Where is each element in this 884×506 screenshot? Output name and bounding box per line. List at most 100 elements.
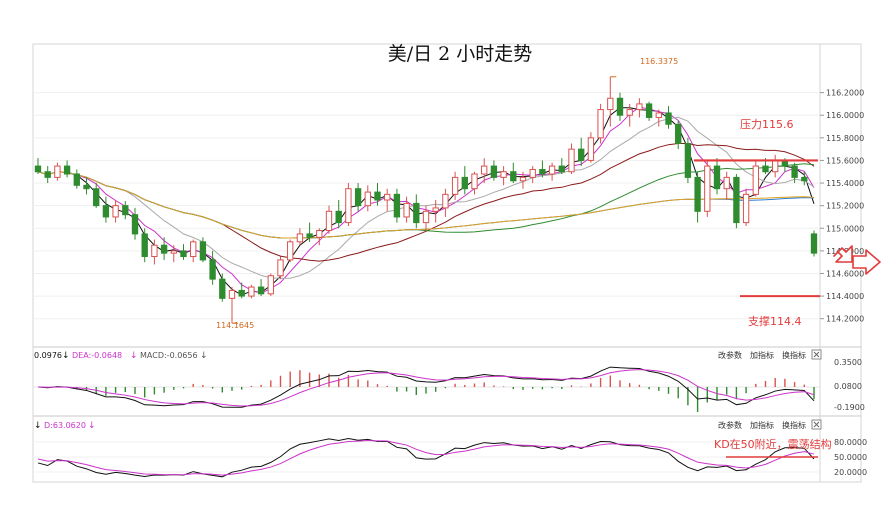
candle xyxy=(422,205,430,231)
chart-frame xyxy=(32,43,862,483)
candle-body xyxy=(316,230,323,238)
candle-body xyxy=(199,241,207,261)
candle xyxy=(510,162,517,184)
macd-close-icon[interactable] xyxy=(811,349,822,360)
down-arrow-icon: ↓ xyxy=(34,421,42,431)
macd-edit-params-button[interactable]: 改参数 xyxy=(718,350,742,360)
candle xyxy=(335,200,342,229)
candle xyxy=(296,228,304,246)
candle-body xyxy=(190,241,197,258)
candle xyxy=(34,158,42,174)
candle-body xyxy=(791,165,798,178)
price-tick-label: 115.8000 xyxy=(826,134,864,143)
candle xyxy=(325,205,333,234)
price-tick-label: 115.4000 xyxy=(826,179,864,188)
candle xyxy=(733,174,740,229)
candle-body xyxy=(578,148,585,161)
candle-body xyxy=(354,188,362,207)
candle xyxy=(209,250,216,285)
candle xyxy=(645,101,653,121)
candle-body xyxy=(267,275,274,295)
kd-pane: 80.0000 50.0000 20.0000 xyxy=(33,437,867,478)
candle-body xyxy=(277,259,284,277)
candle-body xyxy=(432,207,439,212)
candle-body xyxy=(238,289,245,297)
candle xyxy=(403,196,410,223)
candle xyxy=(704,160,711,217)
candle-body xyxy=(733,176,740,224)
kd-d-value: D:63.0620 xyxy=(44,421,86,430)
price-tick-label: 115.0000 xyxy=(826,224,864,233)
candle-body xyxy=(626,109,633,116)
candle-body xyxy=(413,202,420,224)
macd-histogram-value: MACD:-0.0656 xyxy=(140,351,198,360)
candle-body xyxy=(325,210,333,232)
candle-body xyxy=(287,241,294,261)
candle xyxy=(636,98,643,118)
macd-tick-label: 0.3500 xyxy=(834,358,862,367)
candle-body xyxy=(529,168,536,178)
candle-body xyxy=(122,205,129,216)
kd-switch-indicator-button[interactable]: 换指标 xyxy=(782,420,806,430)
candle-body xyxy=(131,214,139,235)
candle-body xyxy=(539,168,546,175)
candle-body xyxy=(461,176,468,190)
candle xyxy=(626,103,633,127)
chart-title: 美/日 2 小时走势 xyxy=(388,43,533,65)
candle xyxy=(364,185,371,212)
kd-close-icon[interactable] xyxy=(811,419,822,430)
candle-body xyxy=(500,171,507,178)
candle xyxy=(558,158,565,174)
down-right-arrow-icon xyxy=(833,245,853,263)
candle xyxy=(257,279,265,297)
macd-switch-indicator-button[interactable]: 换指标 xyxy=(782,350,806,360)
candle xyxy=(597,103,604,144)
kd-note: KD在50附近，震荡结构 xyxy=(714,437,832,451)
candle-body xyxy=(548,165,556,175)
candle xyxy=(277,256,284,280)
price-tick-label: 115.6000 xyxy=(826,156,864,165)
candle-body xyxy=(442,193,449,209)
candle xyxy=(122,201,129,220)
candle-body xyxy=(490,165,498,178)
candle-body xyxy=(451,176,459,195)
candle xyxy=(451,171,459,200)
candle-body xyxy=(393,193,401,218)
candle-body xyxy=(636,103,643,111)
kd-edit-params-button[interactable]: 改参数 xyxy=(718,420,742,430)
candle xyxy=(548,162,556,181)
candle xyxy=(519,171,527,189)
candle xyxy=(228,287,236,324)
candle xyxy=(151,239,158,265)
candle-body xyxy=(801,176,808,182)
candle-body xyxy=(723,176,730,190)
candle xyxy=(131,207,139,240)
candle-body xyxy=(684,142,692,178)
candle xyxy=(471,171,478,195)
macd-value: 0.0976 xyxy=(34,351,62,360)
candle xyxy=(587,132,595,163)
down-arrow-icon: ↓ xyxy=(88,421,96,431)
candle xyxy=(306,222,313,242)
candle xyxy=(490,160,498,181)
candle-body xyxy=(403,202,410,218)
candle-body xyxy=(248,286,255,297)
candle xyxy=(801,171,808,186)
candle-body xyxy=(713,165,721,190)
kd-tick-label: 20.0000 xyxy=(834,468,867,477)
kd-add-indicator-button[interactable]: 加指标 xyxy=(750,420,774,430)
price-tick-label: 114.4000 xyxy=(826,292,864,301)
candle-body xyxy=(112,205,119,218)
candle-body xyxy=(34,165,42,173)
candle-body xyxy=(772,159,779,173)
candle-body xyxy=(141,233,148,258)
candle xyxy=(219,273,226,302)
candle-body xyxy=(219,278,226,299)
candle xyxy=(287,239,294,263)
candle xyxy=(54,162,61,181)
candle-body xyxy=(180,250,187,258)
candle xyxy=(93,183,100,208)
low-price-label: 114.1645 xyxy=(216,321,254,330)
down-arrow-icon: ↓ xyxy=(200,351,208,361)
macd-add-indicator-button[interactable]: 加指标 xyxy=(750,350,774,360)
